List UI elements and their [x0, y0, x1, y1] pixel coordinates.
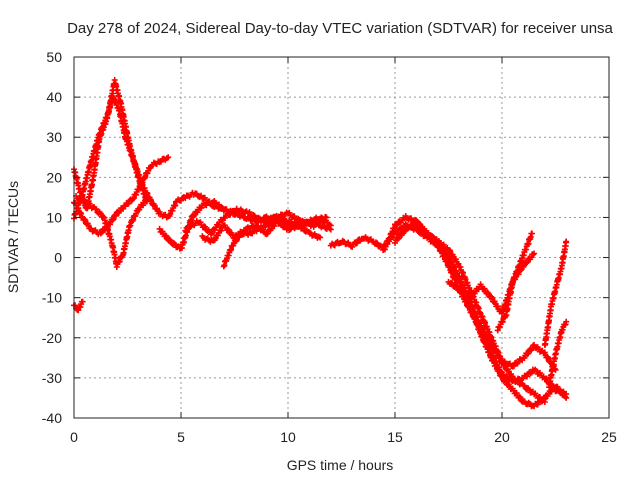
x-axis-label: GPS time / hours — [287, 457, 394, 473]
y-tick-label: 40 — [46, 89, 62, 105]
y-tick-label: 30 — [46, 129, 62, 145]
x-tick-label: 0 — [70, 429, 78, 445]
y-tick-label: 0 — [54, 250, 62, 266]
y-tick-label: -30 — [42, 370, 62, 386]
data-point-markers — [494, 230, 535, 334]
chart-title: Day 278 of 2024, Sidereal Day-to-day VTE… — [67, 20, 613, 37]
series-track-3 — [73, 193, 152, 270]
series-track-17 — [546, 318, 570, 391]
x-tick-label: 5 — [177, 429, 185, 445]
series-track-4 — [71, 154, 172, 238]
x-tick-label: 15 — [387, 429, 403, 445]
series-track-13 — [413, 221, 570, 410]
data-point-markers — [73, 193, 152, 270]
y-tick-label: 50 — [46, 49, 62, 65]
y-tick-label: -10 — [42, 290, 62, 306]
data-point-markers — [220, 213, 334, 270]
data-point-markers — [413, 221, 570, 410]
data-point-markers — [71, 154, 172, 238]
y-tick-label: 20 — [46, 169, 62, 185]
data-point-markers — [546, 318, 570, 391]
data-point-markers — [71, 298, 86, 314]
series-track-15 — [494, 230, 535, 334]
data-series — [71, 77, 570, 410]
x-tick-label: 25 — [601, 429, 617, 445]
series-track-5 — [71, 298, 86, 314]
series-track-16 — [541, 238, 570, 348]
axis-ticks: 0 5 10 15 20 25 -40 -30 -20 -10 0 10 20 30 40 50 — [42, 49, 617, 445]
plot-frame — [73, 56, 610, 419]
y-tick-label: -40 — [42, 410, 62, 426]
series-track-9 — [220, 213, 334, 270]
data-point-markers — [541, 238, 570, 348]
y-tick-label: -20 — [42, 330, 62, 346]
y-tick-label: 10 — [46, 209, 62, 225]
y-axis-label: SDTVAR / TECUs — [5, 181, 21, 293]
x-tick-label: 20 — [494, 429, 510, 445]
x-tick-label: 10 — [280, 429, 296, 445]
